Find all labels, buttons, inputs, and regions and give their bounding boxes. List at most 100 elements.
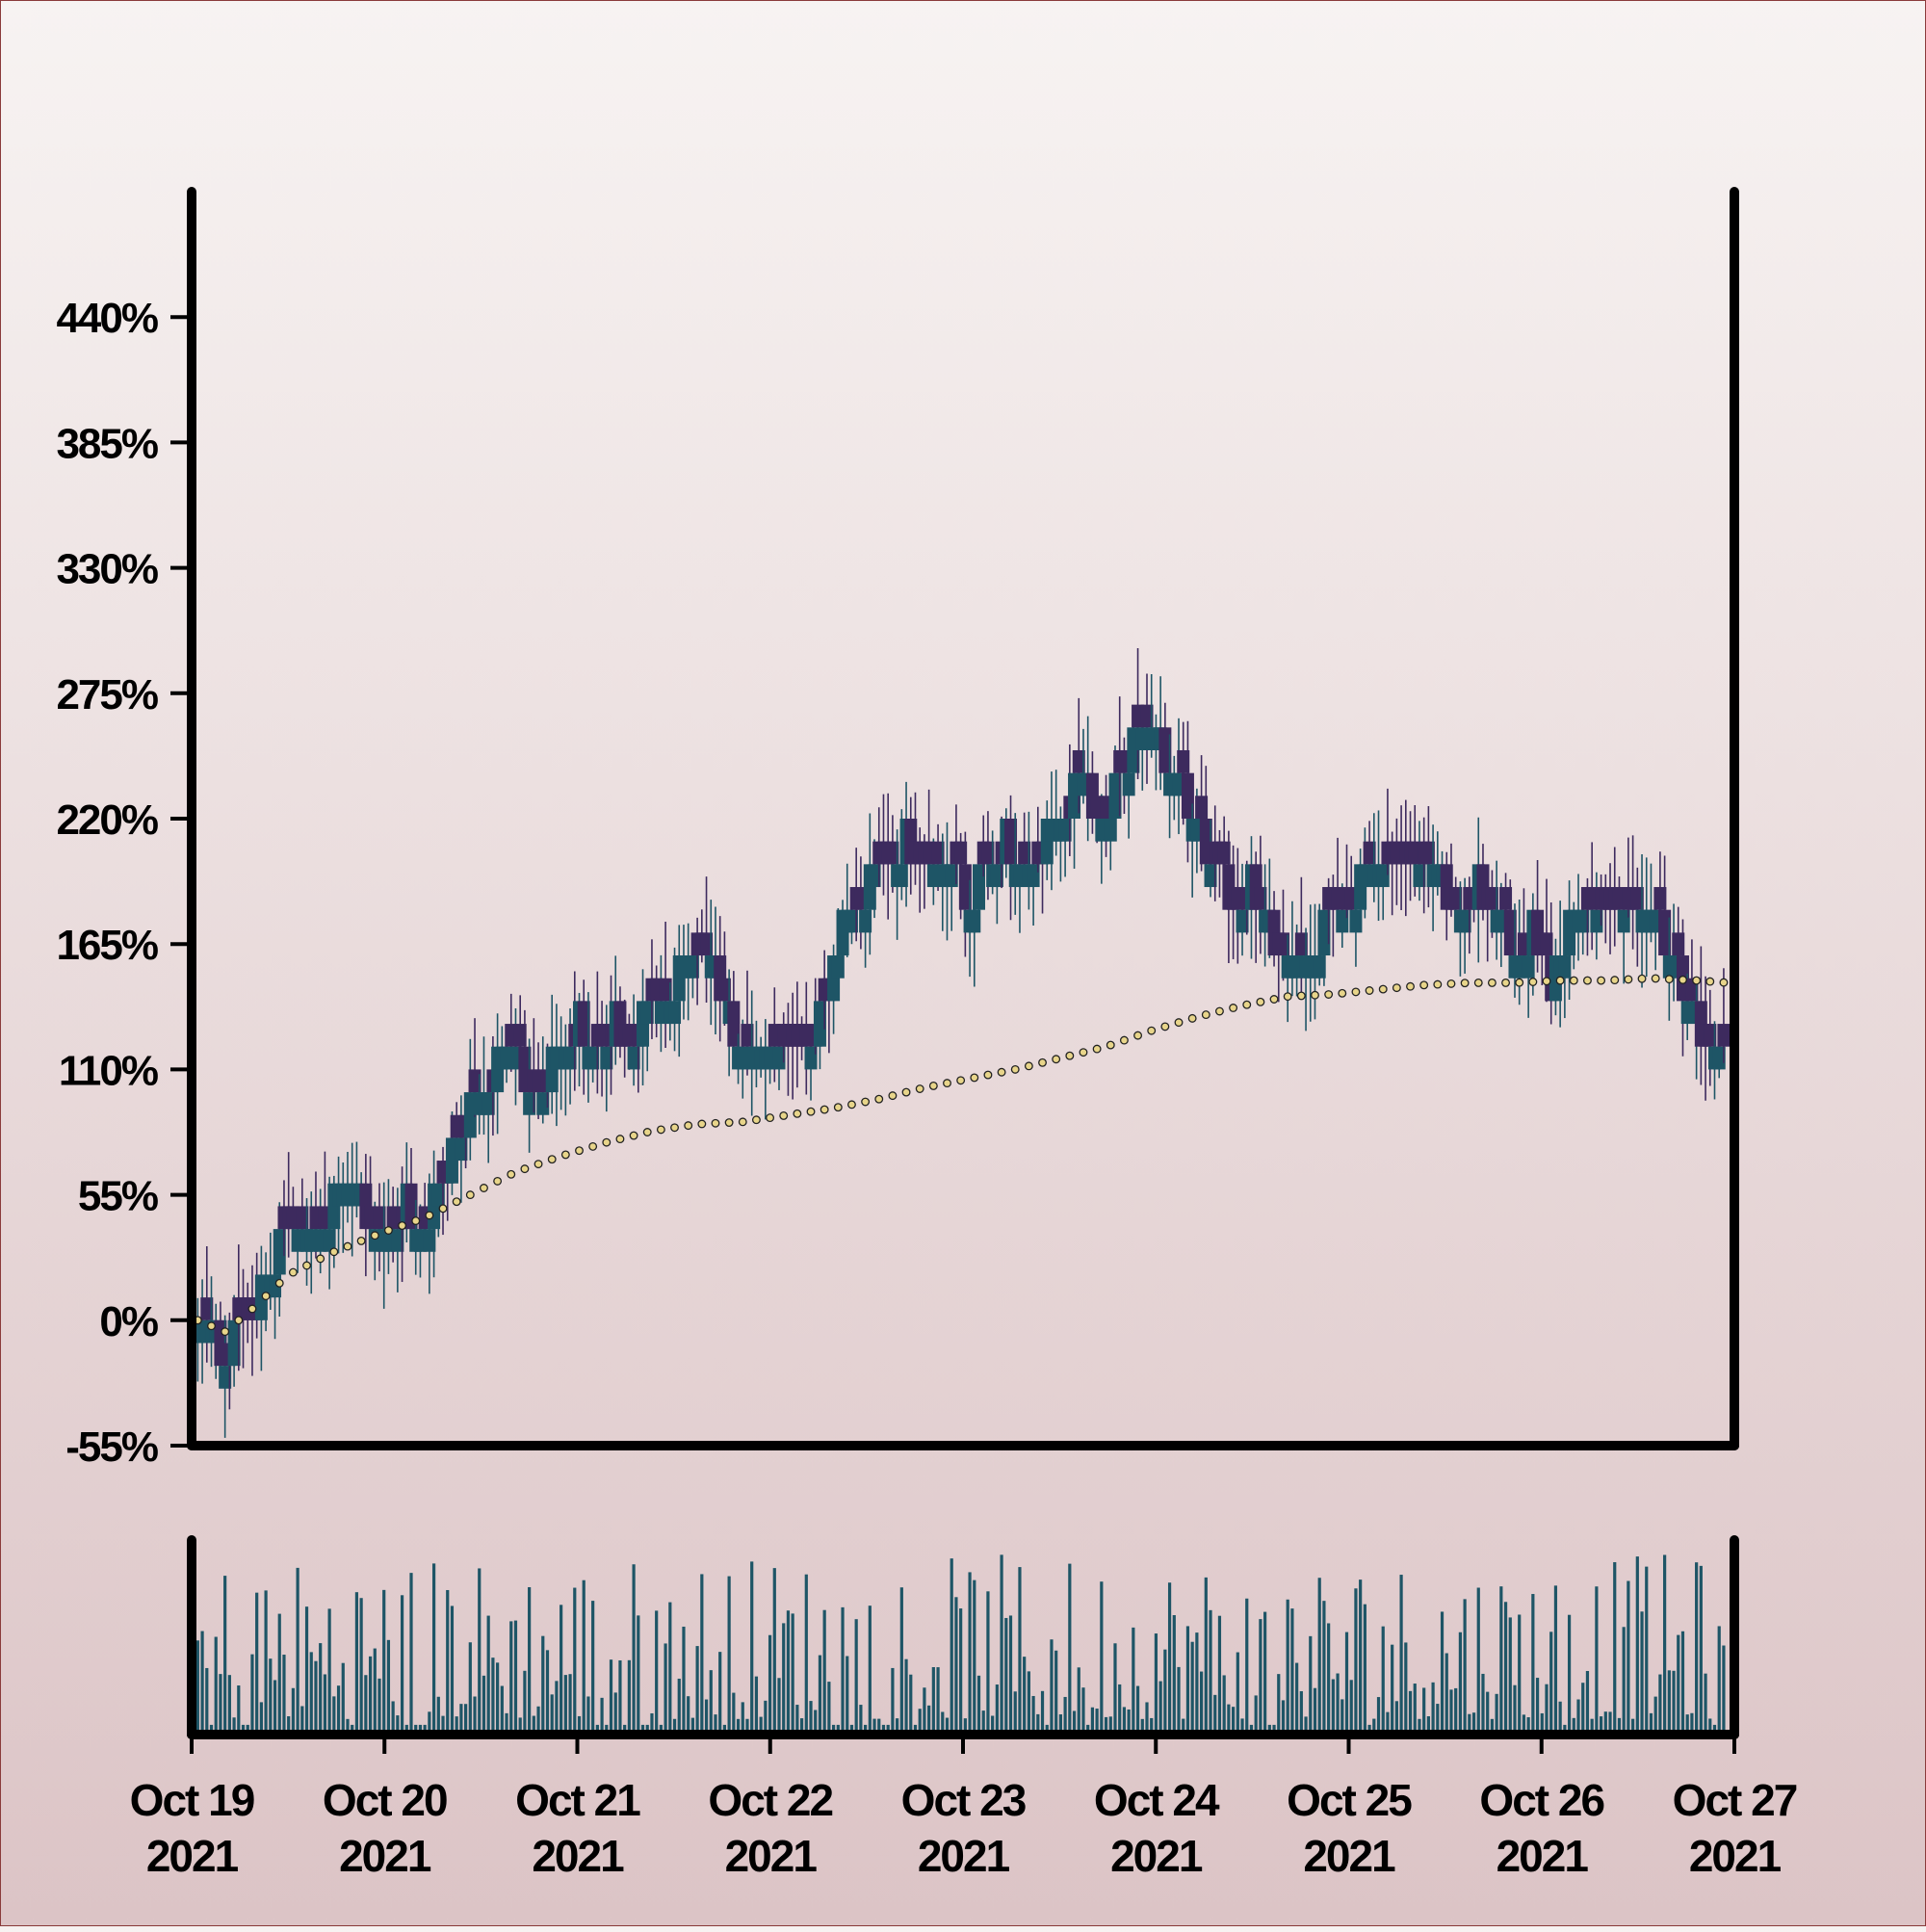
- volume-bar: [509, 1621, 513, 1735]
- x-tick-label-date: Oct 20: [323, 1775, 447, 1825]
- x-tick-label-date: Oct 25: [1287, 1775, 1412, 1825]
- moving-average-point: [1079, 1048, 1088, 1057]
- candle-body: [1658, 909, 1672, 956]
- volume-bar: [1190, 1641, 1194, 1735]
- volume-bar: [777, 1678, 781, 1735]
- volume-bar: [831, 1724, 836, 1735]
- volume-bar: [1581, 1683, 1585, 1735]
- volume-bar: [346, 1718, 350, 1735]
- candle-body: [895, 864, 908, 888]
- volume-bar: [1195, 1632, 1199, 1735]
- volume-bar: [1232, 1707, 1236, 1735]
- moving-average-point: [274, 1278, 284, 1288]
- volume-bar: [1627, 1580, 1630, 1735]
- volume-bar: [1317, 1578, 1321, 1735]
- candle-body: [1449, 887, 1463, 910]
- volume-bar: [396, 1715, 400, 1735]
- volume-bar: [259, 1702, 263, 1735]
- volume-bar: [1063, 1696, 1067, 1735]
- moving-average-point: [575, 1146, 584, 1156]
- volume-bar: [640, 1724, 645, 1735]
- candle-body: [1558, 955, 1572, 979]
- moving-average-point: [370, 1231, 379, 1240]
- candle-body: [1522, 955, 1535, 979]
- volume-bar: [1108, 1716, 1112, 1735]
- moving-average-point: [751, 1115, 761, 1125]
- moving-average-point: [425, 1211, 434, 1220]
- volume-bar: [464, 1704, 468, 1735]
- volume-bar: [954, 1597, 958, 1735]
- volume-bar: [1553, 1585, 1558, 1735]
- volume-bar: [1322, 1601, 1326, 1735]
- moving-average-point: [452, 1197, 461, 1207]
- moving-average-point: [1515, 978, 1524, 987]
- volume-bar: [981, 1710, 985, 1735]
- moving-average-point: [507, 1169, 516, 1179]
- volume-bar: [1213, 1694, 1217, 1735]
- volume-bar: [690, 1717, 694, 1735]
- volume-bar: [827, 1682, 831, 1735]
- volume-bar: [1154, 1633, 1158, 1735]
- y-tick-label: 165%: [56, 922, 157, 969]
- candle-body: [1672, 932, 1685, 956]
- volume-bar: [613, 1692, 617, 1735]
- volume-bar: [1704, 1673, 1707, 1735]
- volume-bar: [319, 1643, 323, 1735]
- moving-average-point: [874, 1094, 884, 1104]
- moving-average-point: [602, 1137, 612, 1147]
- volume-bar: [1050, 1639, 1054, 1735]
- volume-bar: [277, 1613, 281, 1735]
- volume-bar: [591, 1601, 595, 1735]
- volume-bar: [1090, 1707, 1095, 1735]
- volume-bar: [991, 1715, 995, 1735]
- volume-bar: [1490, 1718, 1495, 1735]
- candle-body: [1140, 704, 1154, 728]
- volume-bar: [304, 1606, 309, 1735]
- moving-average-point: [970, 1073, 979, 1083]
- volume-bar: [500, 1685, 504, 1735]
- candle-body: [931, 841, 945, 865]
- candle-body: [717, 978, 731, 1002]
- volume-bar: [1663, 1554, 1667, 1735]
- price-panel: [187, 187, 1739, 1450]
- candle-body: [323, 1229, 336, 1252]
- volume-bar: [814, 1710, 818, 1735]
- moving-average-point: [316, 1254, 325, 1264]
- volume-bar: [1150, 1717, 1154, 1735]
- volume-bar: [323, 1674, 327, 1735]
- candle-body: [373, 1206, 386, 1230]
- moving-average-point: [493, 1176, 503, 1186]
- volume-bar: [1113, 1643, 1117, 1735]
- volume-bar: [1540, 1712, 1544, 1735]
- volume-bar: [968, 1572, 972, 1735]
- volume-bar: [818, 1655, 822, 1735]
- volume-bar: [1304, 1716, 1308, 1735]
- volume-bar: [1495, 1693, 1498, 1735]
- x-tick-label-year: 2021: [1303, 1831, 1395, 1881]
- moving-average-point: [302, 1261, 311, 1270]
- volume-bar: [687, 1696, 690, 1735]
- volume-bar: [1163, 1649, 1167, 1735]
- moving-average-point: [1106, 1040, 1115, 1050]
- candle-body: [273, 1229, 286, 1275]
- moving-average-point: [642, 1128, 652, 1136]
- volume-bar: [750, 1561, 754, 1735]
- moving-average-point: [1256, 997, 1265, 1006]
- volume-bar: [1281, 1700, 1286, 1735]
- volume-bar: [986, 1591, 990, 1735]
- moving-average-point: [847, 1100, 856, 1110]
- candle-body: [627, 1046, 640, 1070]
- volume-bar: [1290, 1608, 1294, 1735]
- candle-body: [431, 1183, 445, 1207]
- volume-bar: [1653, 1696, 1657, 1735]
- moving-average-point: [207, 1321, 216, 1331]
- volume-bar: [255, 1592, 259, 1735]
- candle-body: [1004, 819, 1018, 865]
- volume-bar: [1313, 1687, 1317, 1735]
- moving-average-point: [1433, 979, 1443, 989]
- volume-bar: [1549, 1632, 1553, 1735]
- moving-average-point: [793, 1109, 802, 1118]
- candle-body: [1276, 932, 1289, 956]
- volume-bar: [1576, 1699, 1580, 1735]
- candle-body: [1108, 772, 1122, 819]
